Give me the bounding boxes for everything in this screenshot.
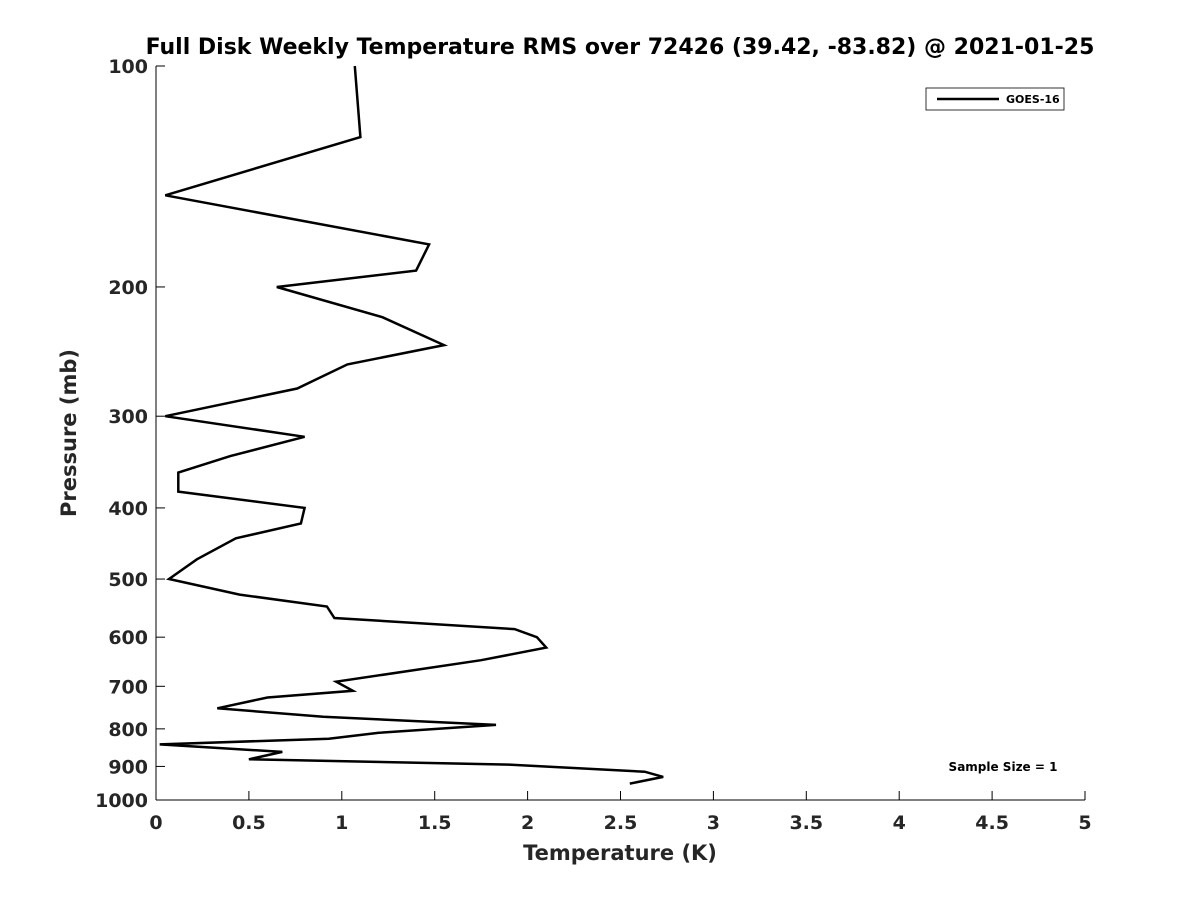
legend-label-goes-16: GOES-16: [1006, 93, 1060, 106]
y-tick-label: 1000: [95, 790, 148, 812]
x-axis-label: Temperature (K): [523, 841, 717, 865]
sample-size-annotation: Sample Size = 1: [949, 760, 1058, 774]
x-tick-label: 3.5: [789, 812, 823, 834]
x-tick-label: 0: [149, 812, 162, 834]
series-line-goes-16: [159, 65, 664, 785]
x-tick-label: 2.5: [604, 812, 638, 834]
x-tick-label: 4: [893, 812, 906, 834]
y-tick-label: 100: [108, 56, 148, 78]
y-tick-label: 300: [108, 406, 148, 428]
y-tick-label: 500: [108, 569, 148, 591]
x-ticks: 0 0.5 1 1.5 2 2.5 3 3.5 4 4.5 5: [149, 791, 1092, 834]
y-tick-label: 900: [108, 756, 148, 778]
x-tick-label: 3: [707, 812, 720, 834]
y-tick-label: 200: [108, 277, 148, 299]
chart-title: Full Disk Weekly Temperature RMS over 72…: [146, 35, 1095, 60]
series-group: [159, 65, 664, 785]
x-tick-label: 5: [1078, 812, 1091, 834]
legend: GOES-16: [925, 87, 1065, 111]
y-tick-label: 600: [108, 627, 148, 649]
x-tick-label: 2: [521, 812, 534, 834]
axes: [155, 66, 1085, 801]
y-tick-label: 800: [108, 719, 148, 741]
x-tick-label: 1.5: [418, 812, 452, 834]
y-ticks: 100 200 300 400 500 600 700 800 900 1000: [95, 56, 165, 812]
y-tick-label: 400: [108, 498, 148, 520]
x-tick-label: 0.5: [232, 812, 266, 834]
y-axis-label: Pressure (mb): [57, 349, 81, 517]
x-tick-label: 1: [335, 812, 348, 834]
y-tick-label: 700: [108, 676, 148, 698]
x-tick-label: 4.5: [975, 812, 1009, 834]
